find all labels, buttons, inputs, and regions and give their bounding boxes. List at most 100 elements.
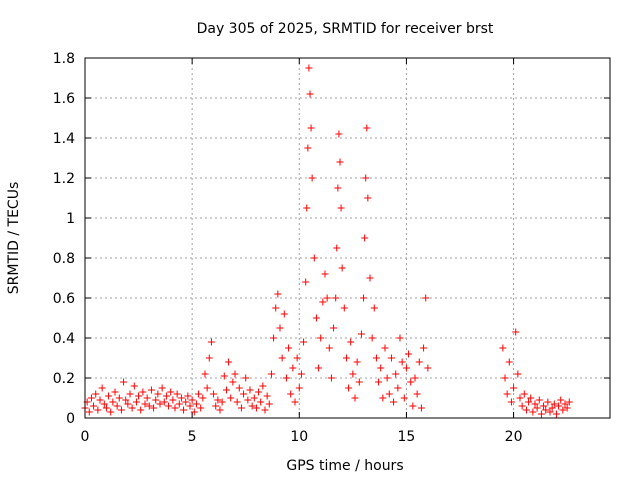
data-point: [278, 354, 286, 362]
x-tick-label: 5: [188, 429, 197, 445]
data-point: [105, 392, 113, 400]
data-point: [340, 304, 348, 312]
data-point: [357, 330, 365, 338]
data-point: [126, 390, 134, 398]
data-point: [233, 398, 241, 406]
y-tick-label: 0: [66, 411, 75, 427]
data-point: [306, 90, 314, 98]
data-point: [111, 388, 119, 396]
data-point: [417, 404, 425, 412]
data-point: [267, 370, 275, 378]
data-point: [158, 384, 166, 392]
data-point: [370, 304, 378, 312]
data-point: [96, 396, 104, 404]
data-point: [165, 402, 173, 410]
data-point: [85, 408, 93, 416]
data-point: [205, 354, 213, 362]
data-point: [335, 130, 343, 138]
data-point: [160, 398, 168, 406]
data-point: [336, 158, 344, 166]
data-point: [145, 402, 153, 410]
data-point: [312, 314, 320, 322]
data-point: [305, 64, 313, 72]
data-point: [303, 204, 311, 212]
data-point: [342, 354, 350, 362]
data-point: [327, 374, 335, 382]
data-point: [287, 390, 295, 398]
data-point: [199, 394, 207, 402]
data-point: [293, 354, 301, 362]
data-point: [285, 344, 293, 352]
data-point: [257, 398, 265, 406]
data-point: [307, 124, 315, 132]
data-point: [139, 388, 147, 396]
data-point: [383, 374, 391, 382]
data-point: [552, 410, 560, 418]
data-point: [503, 390, 511, 398]
data-point: [366, 274, 374, 282]
data-point: [289, 364, 297, 372]
data-point: [557, 396, 565, 404]
x-tick-label: 10: [290, 429, 308, 445]
data-point: [332, 294, 340, 302]
data-point: [319, 298, 327, 306]
data-point: [214, 396, 222, 404]
data-point: [518, 402, 526, 410]
data-point: [162, 392, 170, 400]
data-point: [227, 394, 235, 402]
data-point: [255, 388, 263, 396]
data-point: [169, 396, 177, 404]
data-point: [544, 398, 552, 406]
x-tick-label: 20: [505, 429, 523, 445]
data-point: [135, 392, 143, 400]
data-points: [81, 64, 573, 418]
data-point: [246, 386, 254, 394]
data-point: [184, 392, 192, 400]
data-point: [302, 278, 310, 286]
data-point: [259, 382, 267, 390]
data-point: [175, 400, 183, 408]
data-point: [337, 204, 345, 212]
data-point: [250, 394, 258, 402]
data-point: [360, 294, 368, 302]
data-point: [137, 406, 145, 414]
data-point: [361, 234, 369, 242]
data-point: [201, 370, 209, 378]
data-point: [216, 406, 224, 414]
data-point: [291, 398, 299, 406]
data-point: [398, 358, 406, 366]
y-tick-labels: 0 0.2 0.4 0.6 0.8 1 1.2 1.4 1.6 1.8: [53, 51, 75, 427]
data-point: [531, 400, 539, 408]
data-point: [242, 374, 250, 382]
data-point: [385, 390, 393, 398]
data-point: [130, 382, 138, 390]
data-point: [274, 290, 282, 298]
data-point: [321, 270, 329, 278]
data-point: [280, 310, 288, 318]
data-point: [248, 402, 256, 410]
data-point: [514, 370, 522, 378]
data-point: [195, 390, 203, 398]
data-point: [368, 334, 376, 342]
data-point: [156, 400, 164, 408]
data-point: [317, 334, 325, 342]
y-tick-label: 1.2: [53, 171, 75, 187]
data-point: [132, 398, 140, 406]
data-point: [282, 374, 290, 382]
data-point: [117, 406, 125, 414]
data-point: [218, 398, 226, 406]
data-point: [533, 404, 541, 412]
chart-title: Day 305 of 2025, SRMTID for receiver brs…: [197, 21, 494, 37]
data-point: [188, 396, 196, 404]
data-point: [387, 354, 395, 362]
data-point: [347, 338, 355, 346]
data-point: [550, 400, 558, 408]
data-point: [409, 402, 417, 410]
data-point: [542, 406, 550, 414]
data-point: [334, 184, 342, 192]
data-point: [375, 378, 383, 386]
data-point: [182, 398, 190, 406]
data-point: [415, 358, 423, 366]
data-point: [522, 406, 530, 414]
data-point: [413, 390, 421, 398]
